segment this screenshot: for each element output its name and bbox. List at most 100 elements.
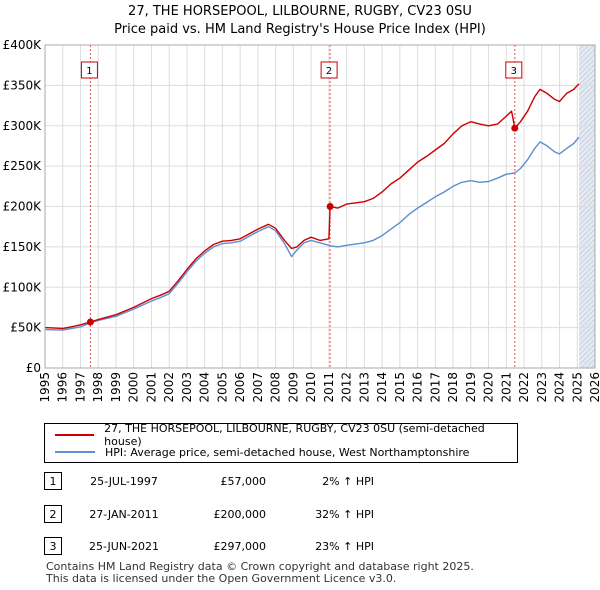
forecast-hatch (578, 308, 596, 326)
forecast-hatch (590, 363, 596, 369)
transaction-number: 1 (44, 472, 62, 490)
forecast-hatch (578, 44, 590, 56)
forecast-hatch (578, 218, 596, 236)
forecast-hatch (578, 48, 596, 66)
x-tick-label: 2000 (127, 372, 141, 403)
transaction-label-box (320, 61, 338, 79)
x-tick-label: 1996 (56, 372, 70, 403)
x-tick-label: 2013 (357, 372, 371, 403)
forecast-hatch (578, 103, 596, 121)
plot-border (44, 44, 596, 369)
forecast-hatch (578, 268, 596, 286)
forecast-hatch (578, 178, 596, 196)
legend-item-property: 27, THE HORSEPOOL, LILBOURNE, RUGBY, CV2… (45, 422, 517, 448)
x-tick-label: 2012 (340, 372, 354, 403)
forecast-hatch (578, 288, 596, 306)
forecast-hatch (578, 63, 596, 81)
x-tick-label: 2008 (269, 372, 283, 403)
forecast-hatch (578, 53, 596, 71)
forecast-hatch (578, 183, 596, 201)
forecast-hatch (578, 148, 596, 166)
transaction-label-box (80, 61, 98, 79)
forecast-hatch (578, 258, 596, 276)
forecast-hatch (578, 123, 596, 141)
x-tick-label: 2021 (499, 372, 513, 403)
x-tick-label: 2020 (482, 372, 496, 403)
transaction-date: 25-JUN-2021 (88, 540, 160, 553)
x-tick-label: 2003 (180, 372, 194, 403)
legend-hpi-label: HPI: Average price, semi-detached house,… (105, 445, 470, 459)
forecast-hatch (578, 283, 596, 301)
forecast-hatch (578, 298, 596, 316)
forecast-hatch (578, 118, 596, 136)
x-tick-label: 2016 (411, 372, 425, 403)
x-tick-label: 2015 (393, 372, 407, 403)
y-tick-label: £300K (3, 119, 43, 133)
footer-copyright: Contains HM Land Registry data © Crown c… (46, 560, 474, 573)
x-tick-label: 2014 (375, 372, 389, 403)
chart-title: 27, THE HORSEPOOL, LILBOURNE, RUGBY, CV2… (128, 4, 472, 19)
forecast-hatch (578, 98, 596, 116)
transaction-number: 3 (44, 537, 62, 555)
legend-property-label: 27, THE HORSEPOOL, LILBOURNE, RUGBY, CV2… (104, 422, 485, 448)
transaction-price: £200,000 (213, 508, 267, 521)
forecast-hatch (578, 83, 596, 101)
legend-hpi-swatch (55, 451, 95, 453)
forecast-hatch (578, 248, 596, 266)
transaction-hpi: 23% ↑ HPI (315, 540, 374, 553)
forecast-hatch (578, 163, 596, 181)
y-tick-label: £200K (3, 200, 43, 214)
forecast-hatch (578, 168, 596, 186)
x-tick-label: 2019 (464, 372, 478, 403)
forecast-hatch (578, 193, 596, 211)
x-tick-label: 2007 (251, 372, 265, 403)
y-tick-label: £350K (3, 78, 43, 92)
footer-license: This data is licensed under the Open Gov… (46, 572, 397, 585)
forecast-hatch (578, 143, 596, 161)
forecast-hatch (578, 303, 596, 321)
y-tick-label: £100K (3, 280, 43, 294)
legend-property-swatch (55, 434, 95, 436)
forecast-hatch (580, 353, 596, 369)
forecast-hatch (578, 338, 596, 356)
x-tick-label: 1999 (109, 372, 123, 403)
forecast-hatch (578, 198, 596, 216)
forecast-hatch (578, 263, 596, 281)
forecast-hatch (578, 228, 596, 246)
x-tick-label: 2023 (535, 372, 549, 403)
hpi-series-line (44, 136, 580, 331)
forecast-hatch (578, 158, 596, 176)
forecast-hatch (578, 108, 596, 126)
x-tick-label: 2011 (322, 372, 336, 403)
x-tick-label: 2006 (233, 372, 247, 403)
forecast-hatch (578, 44, 595, 61)
forecast-hatch (578, 173, 596, 191)
transaction-point (86, 318, 94, 326)
forecast-hatch (578, 208, 596, 226)
x-tick-label: 2002 (162, 372, 176, 403)
x-tick-label: 2018 (446, 372, 460, 403)
x-tick-label: 2004 (198, 372, 212, 403)
transaction-point (326, 203, 334, 210)
forecast-hatch (578, 88, 596, 106)
x-tick-label: 2022 (517, 372, 531, 403)
transaction-date: 27-JAN-2011 (89, 508, 159, 521)
forecast-hatch (578, 328, 596, 346)
x-tick-label: 2026 (588, 372, 600, 403)
forecast-hatch (578, 44, 585, 51)
x-tick-label: 1998 (91, 372, 105, 403)
legend: 27, THE HORSEPOOL, LILBOURNE, RUGBY, CV2… (44, 422, 518, 463)
transaction-point (511, 124, 519, 132)
x-tick-label: 2005 (215, 372, 229, 403)
y-tick-label: £0 (26, 361, 41, 375)
forecast-hatch (578, 253, 596, 271)
forecast-hatch (578, 213, 596, 231)
chart-subtitle: Price paid vs. HM Land Registry's House … (114, 22, 486, 37)
forecast-hatch (578, 133, 596, 151)
footer: Contains HM Land Registry data © Crown c… (46, 561, 474, 585)
forecast-hatch (578, 188, 596, 206)
y-tick-label: £250K (3, 159, 43, 173)
forecast-hatch (578, 128, 596, 146)
transaction-label: 3 (511, 66, 517, 77)
y-tick-label: £50K (10, 321, 42, 335)
